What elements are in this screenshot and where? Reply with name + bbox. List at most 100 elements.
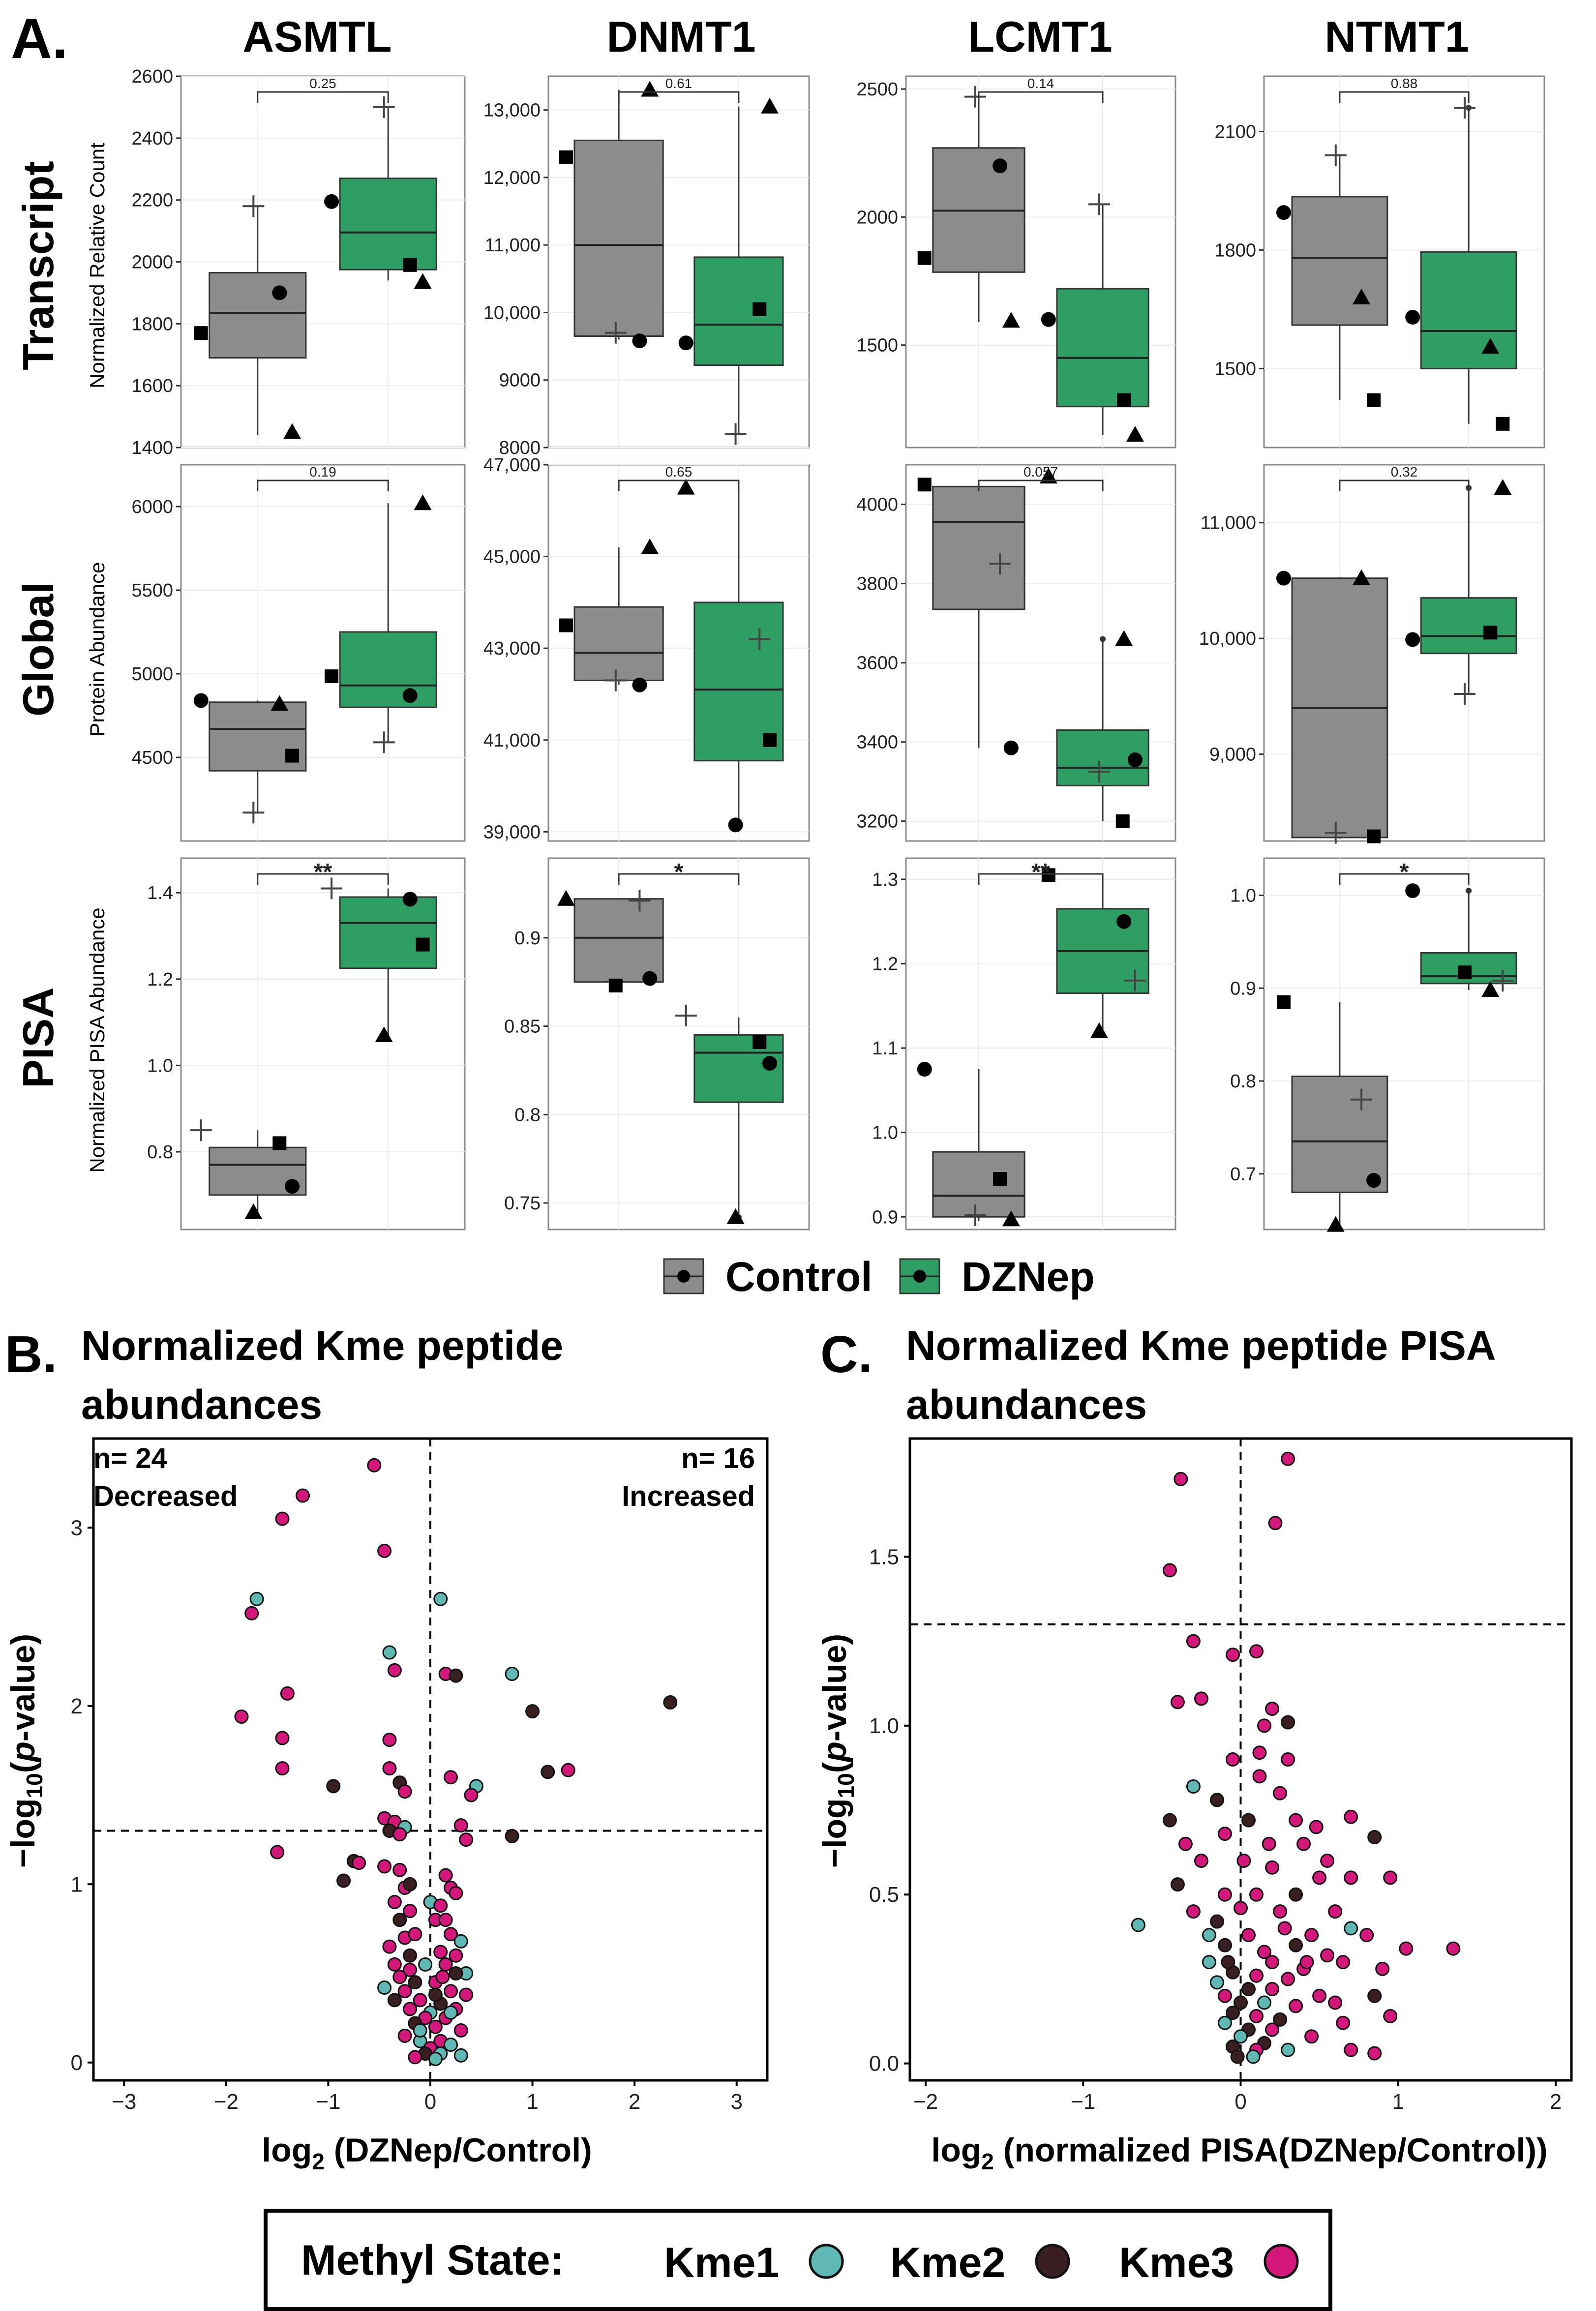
control-point-triangle	[244, 1203, 263, 1219]
x-tick-label: 1	[1392, 2090, 1404, 2114]
boxplot-asmtl-transcript: 1400 1600 1800 2000 2200 2400 2600 0.25	[131, 66, 466, 458]
y-tick-label: 13,000	[483, 100, 541, 121]
control-point-square	[1276, 995, 1291, 1009]
dznep-point-plus	[1453, 97, 1476, 119]
y-tick-label: 1.3	[872, 870, 898, 890]
control-box	[573, 606, 664, 681]
boxplot-asmtl-pisa: 0.8 1.0 1.2 1.4 **	[147, 857, 466, 1231]
point-kme2	[428, 1987, 443, 2002]
y-tick-label: 1.1	[872, 1038, 898, 1059]
significance-bracket	[618, 91, 740, 103]
panel-label-a: A.	[11, 6, 68, 70]
point-kme3	[1383, 2009, 1398, 2023]
control-box	[209, 272, 307, 359]
control-point-circle	[993, 158, 1008, 174]
point-kme3	[1194, 1854, 1208, 1868]
point-kme3	[435, 1970, 450, 1984]
panel-label-c: C.	[820, 1325, 873, 1383]
volcano-c-xlabel: log2 (normalized PISA(DZNep/Control))	[931, 2131, 1547, 2174]
boxplot-grid: 1400 1600 1800 2000 2200 2400 2600 0.25 8000 9000…	[131, 66, 1545, 1232]
point-kme3	[1249, 1968, 1264, 1983]
panel-b-title-line1: Normalized Kme peptide	[81, 1322, 563, 1369]
dznep-point-circle	[324, 194, 339, 209]
y-tick-label: 1500	[856, 335, 898, 356]
control-point-circle	[272, 285, 287, 300]
control-point-circle	[285, 1179, 300, 1194]
point-kme1	[413, 2023, 427, 2038]
point-kme3	[1186, 1904, 1201, 1919]
point-kme1	[249, 1591, 264, 1606]
control-point-square	[272, 1136, 287, 1150]
point-kme3	[1241, 1928, 1256, 1943]
dznep-point-circle	[678, 335, 693, 351]
point-kme1	[1246, 2049, 1261, 2064]
control-point-plus	[1325, 822, 1347, 844]
p-value-label: 0.88	[1391, 76, 1418, 91]
point-kme3	[1186, 1634, 1201, 1649]
control-point-square	[993, 1172, 1007, 1186]
point-kme2	[1230, 2049, 1245, 2064]
point-kme3	[1446, 1941, 1461, 1956]
y-tick-label: 4500	[131, 748, 173, 768]
point-kme3	[1194, 1691, 1208, 1706]
legend-control-dot	[677, 1270, 690, 1283]
point-kme3	[1304, 1928, 1319, 1943]
dznep-point-square	[1117, 393, 1131, 407]
control-box	[1291, 196, 1388, 326]
boxplot-lcmt1-pisa: 0.9 1.0 1.1 1.2 1.3 **	[872, 857, 1176, 1231]
point-kme3	[444, 1927, 458, 1942]
y-tick-label: 1.0	[1230, 886, 1256, 906]
volcano-plot-b: −3 −2 −1 0 1 2 3 0 1 2 3	[71, 1437, 769, 2114]
x-tick-label: 0	[424, 2090, 436, 2114]
panel-c-title-line2: abundances	[906, 1381, 1147, 1428]
control-point-triangle	[1326, 1216, 1345, 1232]
dznep-point-square	[762, 733, 777, 747]
point-kme3	[1249, 2009, 1264, 2023]
dznep-point-triangle	[1126, 425, 1144, 442]
y-tick-label: 0.9	[1230, 978, 1256, 999]
point-kme1	[1209, 1975, 1224, 1990]
dznep-point-triangle	[375, 1026, 393, 1042]
control-point-triangle	[271, 695, 289, 711]
y-tick-label: 0.5	[869, 1883, 899, 1907]
dznep-point-plus	[1088, 193, 1110, 215]
y-tick-label: 1500	[1214, 359, 1256, 379]
y-tick-label: 3	[71, 1516, 83, 1540]
point-kme3	[444, 1770, 458, 1785]
point-kme2	[663, 1695, 678, 1710]
y-tick-label: 11,000	[1201, 513, 1256, 534]
boxplot-dnmt1-transcript: 8000 9000 10,000 11,000 12,000 13,000 0.61	[483, 75, 810, 458]
point-kme2	[402, 1877, 417, 1891]
y-tick-label: 0.0	[869, 2052, 899, 2076]
dznep-point-triangle	[677, 479, 695, 495]
point-kme3	[1257, 1945, 1272, 1959]
control-point-square	[1367, 393, 1381, 407]
control-point-circle	[193, 693, 209, 708]
p-value-label: 0.19	[309, 464, 336, 480]
row-label-pisa: PISA	[14, 987, 62, 1088]
y-tick-label: 5500	[131, 580, 173, 601]
y-tick-label: 5000	[131, 664, 173, 685]
ylabel-transcript: Normalized Relative Count	[86, 143, 109, 389]
p-value-label: *	[1400, 859, 1409, 885]
p-value-label: 0.25	[309, 76, 336, 91]
y-tick-label: 47,000	[483, 455, 541, 476]
point-kme3	[275, 1761, 290, 1776]
point-kme3	[1217, 1827, 1232, 1841]
p-value-label: *	[674, 859, 684, 885]
point-kme3	[1249, 1887, 1264, 1902]
point-kme3	[382, 1761, 397, 1776]
legend-dznep-label: DZNep	[962, 1254, 1095, 1300]
boxplot-ntmt1-pisa: 0.7 0.8 0.9 1.0 *	[1230, 857, 1545, 1232]
gene-header-asmtl: ASMTL	[242, 12, 391, 61]
legend-kme2-label: Kme2	[890, 2239, 1005, 2286]
significance-bracket	[1339, 91, 1470, 103]
control-point-triangle	[1353, 288, 1371, 304]
y-tick-label: 9000	[499, 370, 541, 391]
volcano-b-n-increased: n= 16	[681, 1442, 755, 1474]
dznep-point-square	[1457, 965, 1472, 980]
point-kme3	[1309, 1820, 1324, 1834]
volcano-b-label-decreased: Decreased	[93, 1480, 238, 1512]
point-kme3	[1328, 1904, 1343, 1919]
